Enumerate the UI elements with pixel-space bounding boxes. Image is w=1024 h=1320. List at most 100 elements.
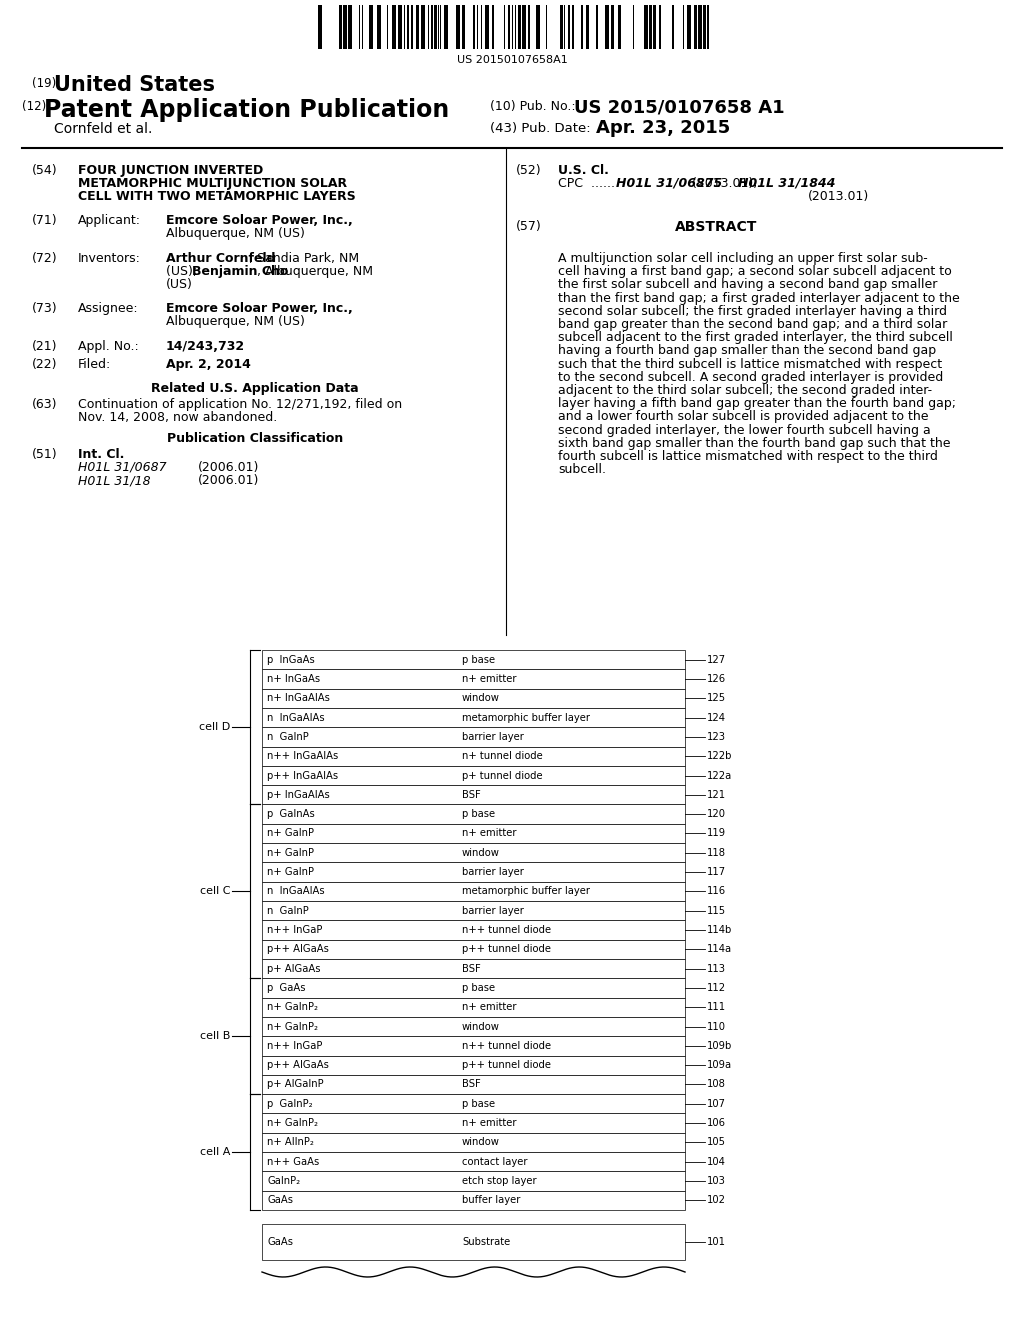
Text: GaAs: GaAs — [267, 1196, 293, 1205]
Bar — [653, 5, 656, 49]
Bar — [343, 5, 347, 49]
Text: (54): (54) — [32, 164, 57, 177]
Text: second solar subcell; the first graded interlayer having a third: second solar subcell; the first graded i… — [558, 305, 947, 318]
Text: n++ InGaAlAs: n++ InGaAlAs — [267, 751, 338, 762]
Bar — [416, 5, 419, 49]
Text: than the first band gap; a first graded interlayer adjacent to the: than the first band gap; a first graded … — [558, 292, 959, 305]
Bar — [611, 5, 614, 49]
Text: subcell adjacent to the first graded interlayer, the third subcell: subcell adjacent to the first graded int… — [558, 331, 953, 345]
Text: window: window — [462, 847, 500, 858]
Text: p+ AlGaAs: p+ AlGaAs — [267, 964, 321, 974]
Text: adjacent to the third solar subcell; the second graded inter-: adjacent to the third solar subcell; the… — [558, 384, 932, 397]
Text: Arthur Cornfeld: Arthur Cornfeld — [166, 252, 275, 265]
Text: Assignee:: Assignee: — [78, 302, 138, 315]
Text: cell D: cell D — [199, 722, 230, 733]
Text: (51): (51) — [32, 447, 57, 461]
Text: Filed:: Filed: — [78, 358, 112, 371]
Text: n++ GaAs: n++ GaAs — [267, 1156, 319, 1167]
Bar — [596, 5, 598, 49]
Bar — [703, 5, 706, 49]
Bar — [473, 5, 475, 49]
Text: (63): (63) — [32, 399, 57, 411]
Bar — [456, 5, 460, 49]
Text: n+ AlInP₂: n+ AlInP₂ — [267, 1138, 314, 1147]
Text: 115: 115 — [707, 906, 726, 916]
Text: CPC  ......: CPC ...... — [558, 177, 623, 190]
Text: 109b: 109b — [707, 1041, 732, 1051]
Text: Appl. No.:: Appl. No.: — [78, 341, 138, 352]
Text: subcell.: subcell. — [558, 463, 606, 477]
Text: window: window — [462, 693, 500, 704]
Text: n++ tunnel diode: n++ tunnel diode — [462, 925, 551, 935]
Bar — [262, 843, 685, 862]
Bar — [605, 5, 609, 49]
Bar — [398, 5, 402, 49]
Text: 121: 121 — [707, 789, 726, 800]
Text: (22): (22) — [32, 358, 57, 371]
Text: Albuquerque, NM (US): Albuquerque, NM (US) — [166, 315, 305, 327]
Text: A multijunction solar cell including an upper first solar sub-: A multijunction solar cell including an … — [558, 252, 928, 265]
Text: band gap greater than the second band gap; and a third solar: band gap greater than the second band ga… — [558, 318, 947, 331]
Bar — [262, 1056, 685, 1074]
Bar — [262, 1094, 685, 1114]
Text: (73): (73) — [32, 302, 57, 315]
Text: Continuation of application No. 12/271,192, filed on: Continuation of application No. 12/271,1… — [78, 399, 402, 411]
Text: fourth subcell is lattice mismatched with respect to the third: fourth subcell is lattice mismatched wit… — [558, 450, 938, 463]
Bar — [262, 998, 685, 1016]
Text: 125: 125 — [707, 693, 726, 704]
Bar — [262, 766, 685, 785]
Bar — [522, 5, 526, 49]
Text: Albuquerque, NM (US): Albuquerque, NM (US) — [166, 227, 305, 240]
Text: p++ AlGaAs: p++ AlGaAs — [267, 944, 329, 954]
Bar — [262, 824, 685, 843]
Bar — [262, 785, 685, 804]
Text: n  InGaAlAs: n InGaAlAs — [267, 713, 325, 722]
Text: window: window — [462, 1138, 500, 1147]
Bar — [262, 1114, 685, 1133]
Text: n+ GaInP: n+ GaInP — [267, 867, 314, 876]
Text: p base: p base — [462, 655, 496, 665]
Bar — [560, 5, 563, 49]
Bar — [508, 5, 510, 49]
Text: (10) Pub. No.:: (10) Pub. No.: — [490, 100, 575, 114]
Bar — [262, 1224, 685, 1261]
Text: METAMORPHIC MULTIJUNCTION SOLAR: METAMORPHIC MULTIJUNCTION SOLAR — [78, 177, 347, 190]
Text: 123: 123 — [707, 731, 726, 742]
Text: cell having a first band gap; a second solar subcell adjacent to: cell having a first band gap; a second s… — [558, 265, 951, 279]
Text: (21): (21) — [32, 341, 57, 352]
Bar — [572, 5, 574, 49]
Text: Applicant:: Applicant: — [78, 214, 141, 227]
Text: 110: 110 — [707, 1022, 726, 1031]
Text: Int. Cl.: Int. Cl. — [78, 447, 124, 461]
Text: 114b: 114b — [707, 925, 732, 935]
Bar — [431, 5, 433, 49]
Bar — [369, 5, 373, 49]
Text: metamorphic buffer layer: metamorphic buffer layer — [462, 713, 590, 722]
Text: the first solar subcell and having a second band gap smaller: the first solar subcell and having a sec… — [558, 279, 937, 292]
Bar — [492, 5, 494, 49]
Text: having a fourth band gap smaller than the second band gap: having a fourth band gap smaller than th… — [558, 345, 936, 358]
Text: H01L 31/1844: H01L 31/1844 — [738, 177, 836, 190]
Bar — [348, 5, 352, 49]
Bar — [262, 1171, 685, 1191]
Bar — [694, 5, 697, 49]
Bar — [407, 5, 409, 49]
Text: n  InGaAlAs: n InGaAlAs — [267, 886, 325, 896]
Bar — [536, 5, 540, 49]
Text: cell C: cell C — [200, 886, 230, 896]
Bar — [262, 978, 685, 998]
Text: (43) Pub. Date:: (43) Pub. Date: — [490, 121, 591, 135]
Bar — [262, 1191, 685, 1210]
Bar — [462, 5, 465, 49]
Text: BSF: BSF — [462, 789, 480, 800]
Bar — [262, 689, 685, 708]
Text: Apr. 2, 2014: Apr. 2, 2014 — [166, 358, 251, 371]
Text: barrier layer: barrier layer — [462, 867, 524, 876]
Bar — [262, 920, 685, 940]
Text: 105: 105 — [707, 1138, 726, 1147]
Bar — [644, 5, 648, 49]
Bar — [687, 5, 691, 49]
Bar — [318, 5, 322, 49]
Text: 106: 106 — [707, 1118, 726, 1129]
Text: n+ GaInP₂: n+ GaInP₂ — [267, 1002, 318, 1012]
